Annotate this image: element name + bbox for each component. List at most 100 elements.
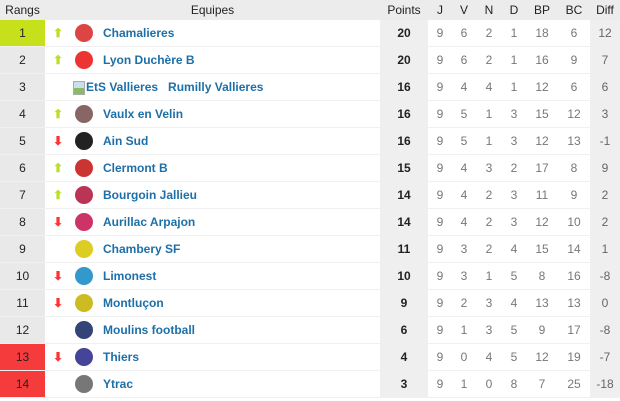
rank-cell: 14 [0,370,45,398]
rank-cell: 11 [0,289,45,317]
points-cell: 20 [380,46,428,74]
goals-for-cell: 9 [526,316,558,344]
trend-down-icon: ⬇ [53,296,64,310]
header-d: D [502,0,526,20]
team-logo-icon [75,213,93,231]
broken-logo-icon: EtS Vallieres [73,80,158,95]
table-row: 14 Ytrac 3 9 1 0 8 7 25 -18 [0,370,620,398]
goal-diff-cell: -1 [590,127,620,155]
table-row: 2 ⬆ Lyon Duchère B 20 9 6 2 1 16 9 7 [0,46,620,74]
team-cell: ⬆ Bourgoin Jallieu [45,181,380,209]
points-cell: 9 [380,289,428,317]
goals-against-cell: 9 [558,181,590,209]
played-cell: 9 [428,208,452,236]
played-cell: 9 [428,127,452,155]
goal-diff-cell: 1 [590,235,620,263]
table-row: 5 ⬇ Ain Sud 16 9 5 1 3 12 13 -1 [0,127,620,155]
played-cell: 9 [428,316,452,344]
team-link[interactable]: Ytrac [103,377,134,391]
header-j: J [428,0,452,20]
table-row: 9 Chambery SF 11 9 3 2 4 15 14 1 [0,235,620,263]
won-cell: 4 [452,181,476,209]
table-row: 10 ⬇ Limonest 10 9 3 1 5 8 16 -8 [0,262,620,290]
lost-cell: 1 [502,73,526,101]
team-link[interactable]: Thiers [103,350,140,364]
team-link[interactable]: Moulins football [103,323,195,337]
team-link[interactable]: Rumilly Vallieres [168,80,264,95]
drawn-cell: 4 [476,73,502,101]
goals-for-cell: 7 [526,370,558,398]
points-cell: 20 [380,20,428,47]
team-link[interactable]: Limonest [103,269,157,283]
lost-cell: 3 [502,181,526,209]
trend-down-icon: ⬇ [53,350,64,364]
team-logo-icon [75,159,93,177]
won-cell: 4 [452,73,476,101]
team-logo-icon [75,267,93,285]
goals-for-cell: 13 [526,289,558,317]
played-cell: 9 [428,181,452,209]
trend-down-icon: ⬇ [53,269,64,283]
played-cell: 9 [428,46,452,74]
header-points: Points [380,0,428,20]
table-row: 3 EtS Vallieres Rumilly Vallieres 16 9 4 … [0,73,620,101]
goals-for-cell: 16 [526,46,558,74]
played-cell: 9 [428,20,452,47]
drawn-cell: 1 [476,100,502,128]
team-link[interactable]: Montluçon [103,296,164,310]
rank-cell: 8 [0,208,45,236]
goals-against-cell: 6 [558,20,590,47]
goal-diff-cell: 12 [590,20,620,47]
points-cell: 6 [380,316,428,344]
team-cell: ⬆ Vaulx en Velin [45,100,380,128]
points-cell: 16 [380,127,428,155]
team-cell: ⬇ Limonest [45,262,380,290]
team-cell: ⬇ Aurillac Arpajon [45,208,380,236]
goal-diff-cell: -8 [590,316,620,344]
team-cell: ⬇ Thiers [45,343,380,371]
won-cell: 6 [452,46,476,74]
drawn-cell: 2 [476,235,502,263]
goals-for-cell: 12 [526,343,558,371]
goals-against-cell: 14 [558,235,590,263]
goals-against-cell: 13 [558,127,590,155]
team-link[interactable]: Ain Sud [103,134,149,148]
team-cell: EtS Vallieres Rumilly Vallieres [45,73,380,101]
team-link[interactable]: Chambery SF [103,242,181,256]
goal-diff-cell: 9 [590,154,620,182]
team-link[interactable]: Clermont B [103,161,168,175]
goal-diff-cell: -7 [590,343,620,371]
header-rank: Rangs [0,0,45,20]
played-cell: 9 [428,370,452,398]
team-link[interactable]: Chamalieres [103,26,175,40]
played-cell: 9 [428,235,452,263]
table-row: 6 ⬆ Clermont B 15 9 4 3 2 17 8 9 [0,154,620,182]
goal-diff-cell: 7 [590,46,620,74]
header-row: Rangs Equipes Points J V N D BP BC Diff [0,0,620,20]
won-cell: 0 [452,343,476,371]
won-cell: 4 [452,208,476,236]
header-v: V [452,0,476,20]
won-cell: 2 [452,289,476,317]
trend-down-icon: ⬇ [53,134,64,148]
points-cell: 15 [380,154,428,182]
table-row: 8 ⬇ Aurillac Arpajon 14 9 4 2 3 12 10 2 [0,208,620,236]
goals-against-cell: 9 [558,46,590,74]
played-cell: 9 [428,262,452,290]
team-link[interactable]: Lyon Duchère B [103,53,195,67]
rank-cell: 4 [0,100,45,128]
points-cell: 16 [380,73,428,101]
drawn-cell: 2 [476,208,502,236]
team-link[interactable]: Bourgoin Jallieu [103,188,198,202]
team-link[interactable]: Vaulx en Velin [103,107,184,121]
played-cell: 9 [428,154,452,182]
points-cell: 10 [380,262,428,290]
goals-for-cell: 12 [526,127,558,155]
points-cell: 4 [380,343,428,371]
header-bp: BP [526,0,558,20]
goal-diff-cell: 2 [590,181,620,209]
goals-for-cell: 15 [526,100,558,128]
goals-against-cell: 6 [558,73,590,101]
trend-up-icon: ⬆ [53,161,64,175]
team-link[interactable]: Aurillac Arpajon [103,215,196,229]
